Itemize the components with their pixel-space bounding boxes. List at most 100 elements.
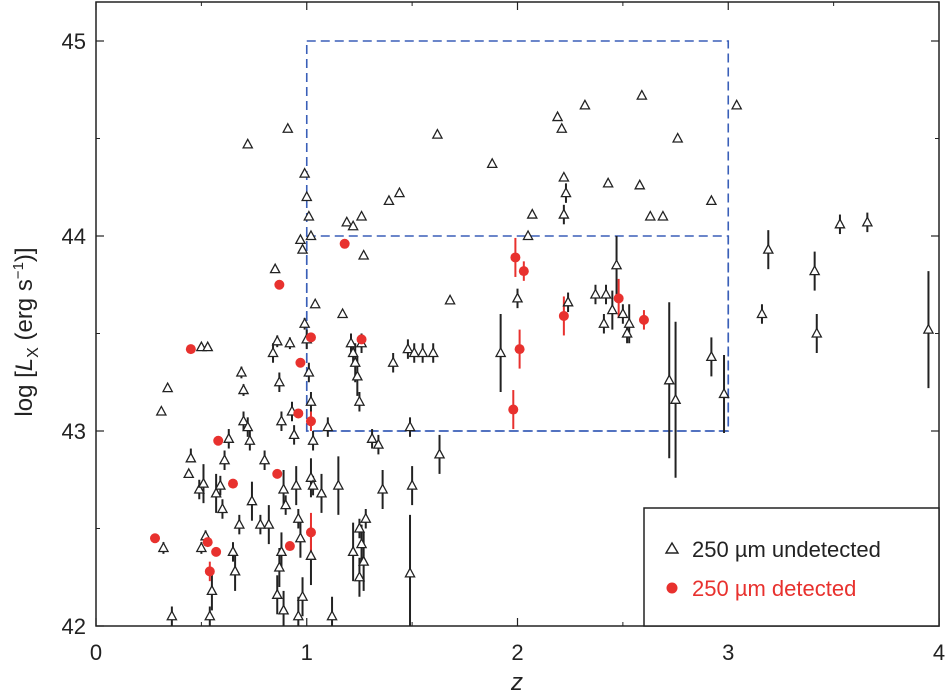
undetected-point (357, 249, 370, 260)
undetected-point (610, 258, 623, 270)
undetected-point (296, 590, 309, 601)
detected-point (558, 310, 569, 321)
undetected-point (345, 336, 357, 348)
y-label-exponent: −1 (10, 262, 27, 279)
undetected-point (444, 293, 456, 305)
undetected-point (376, 483, 389, 494)
undetected-point (811, 327, 823, 338)
undetected-point (522, 229, 534, 241)
undetected-point (393, 186, 406, 198)
undetected-point (341, 215, 353, 227)
undetected-point (282, 122, 294, 133)
undetected-point (275, 414, 288, 426)
undetected-point (402, 342, 414, 354)
undetected-point (309, 297, 321, 309)
undetected-point (431, 128, 444, 139)
detected-point (305, 332, 316, 343)
undetected-point (347, 545, 359, 557)
undetected-point (244, 434, 256, 445)
undetected-point (347, 219, 359, 231)
detected-point (227, 478, 238, 489)
undetected-point (347, 346, 359, 358)
undetected-point (351, 370, 364, 381)
undetected-point (298, 317, 311, 328)
undetected-point (263, 518, 275, 529)
axes: 0 1 2 3 4 42 43 44 45 (62, 2, 945, 665)
undetected-point (416, 346, 429, 358)
undetected-point (233, 518, 246, 529)
undetected-point (322, 420, 334, 432)
undetected-point (404, 566, 416, 578)
undetected-point (279, 498, 292, 510)
detected-point (356, 334, 367, 345)
undetected-point (197, 477, 210, 488)
undetected-point (406, 479, 418, 490)
undetected-point (762, 243, 774, 254)
undetected-point (808, 264, 821, 276)
undetected-point (617, 307, 629, 319)
undetected-point (332, 479, 345, 490)
legend-circle-icon (666, 582, 678, 594)
undetected-point (360, 512, 372, 523)
x-tick-label: 4 (933, 640, 945, 665)
undetected-point (288, 428, 300, 440)
undetected-point (353, 395, 366, 406)
undetected-point (383, 194, 395, 206)
selection-box (305, 235, 730, 432)
undetected-point (353, 522, 366, 533)
undetected-point (336, 307, 349, 319)
legend-label-detected: 250 µm detected (692, 576, 856, 601)
undetected-point (246, 494, 258, 506)
detected-point (295, 357, 306, 368)
undetected-point (296, 243, 309, 254)
undetected-point (229, 565, 241, 576)
undetected-point (227, 545, 239, 557)
x-tick-label: 1 (301, 640, 313, 665)
detected-point (204, 566, 215, 577)
undetected-point (756, 307, 768, 319)
undetected-point (606, 303, 619, 315)
detected-point (284, 541, 295, 552)
undetected-point (284, 336, 296, 348)
undetected-point (355, 210, 368, 221)
undetected-point (663, 373, 675, 385)
undetected-point (353, 570, 366, 582)
undetected-point (271, 588, 283, 599)
detected-point (514, 344, 525, 355)
undetected-point (185, 451, 197, 463)
undetected-point (307, 434, 319, 445)
undetected-point (357, 555, 370, 566)
detected-point (339, 238, 350, 249)
undetected-point (204, 609, 216, 621)
y-tick-label: 45 (62, 29, 86, 54)
undetected-point (558, 171, 570, 182)
undetected-point (267, 346, 279, 358)
undetected-point (242, 420, 254, 432)
undetected-point (404, 420, 416, 432)
undetected-point (408, 346, 420, 358)
undetected-point (305, 471, 317, 482)
undetected-point (305, 229, 317, 241)
y-tick-label: 43 (62, 419, 86, 444)
undetected-point (433, 448, 446, 459)
undetected-point (155, 405, 168, 416)
detected-point (305, 527, 316, 538)
undetected-point (292, 512, 305, 523)
undetected-point (294, 233, 307, 245)
undetected-point (657, 210, 669, 221)
undetected-point (277, 483, 290, 494)
legend: 250 µm undetected 250 µm detected (643, 507, 940, 627)
undetected-point (195, 541, 208, 553)
legend-label-undetected: 250 µm undetected (692, 537, 881, 562)
undetected-point (598, 317, 610, 328)
y-tick-label: 42 (62, 614, 86, 639)
undetected-point (623, 317, 635, 328)
undetected-point (560, 186, 572, 198)
undetected-point (202, 340, 214, 352)
undetected-point (494, 346, 507, 358)
legend-triangle-icon (664, 541, 680, 554)
undetected-point (600, 288, 612, 299)
undetected-point (634, 178, 646, 190)
data-markers (150, 89, 935, 621)
